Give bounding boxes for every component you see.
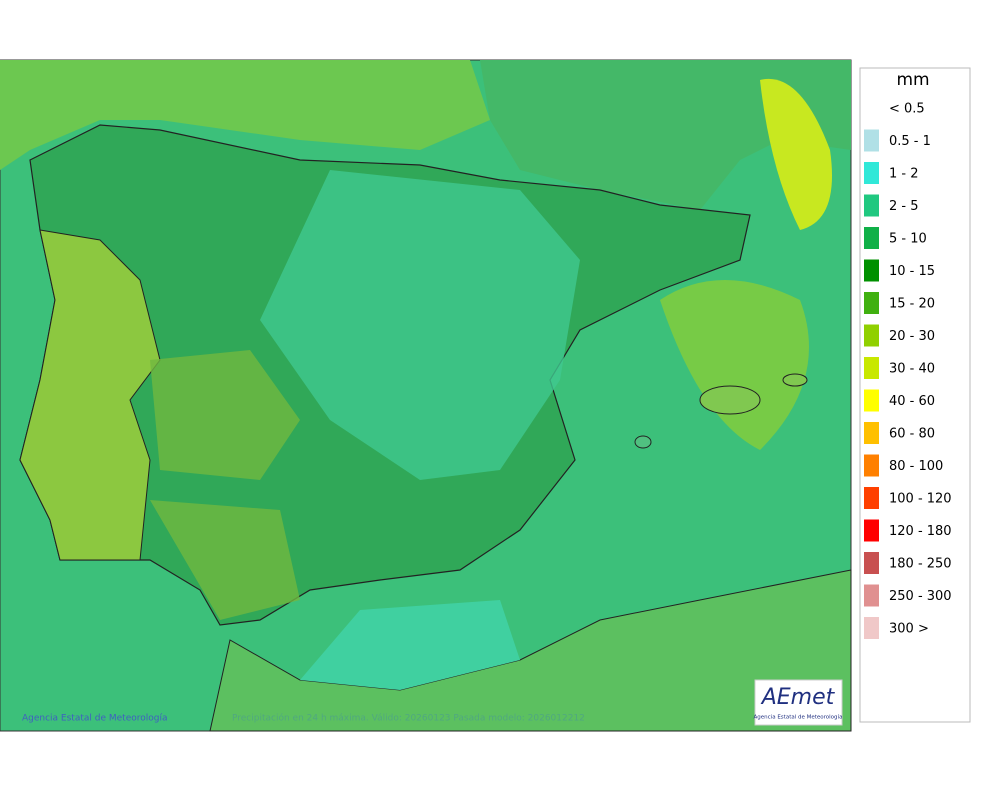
legend-label: 0.5 - 1	[889, 134, 931, 149]
legend-swatch	[864, 129, 879, 152]
africa	[209, 569, 852, 732]
wet-zone	[260, 170, 580, 480]
legend-swatch	[864, 357, 879, 379]
legend-label: 120 - 180	[889, 524, 952, 539]
france	[480, 60, 851, 210]
legend-swatch	[864, 584, 879, 607]
legend-label: 1 - 2	[889, 167, 919, 182]
copyright: Agencia Estatal de Meteorología	[22, 714, 168, 724]
north-sea-zone	[0, 60, 490, 170]
map: Agencia Estatal de Meteorología Precipit…	[0, 59, 852, 732]
legend-swatch	[864, 454, 879, 477]
legend-label: 10 - 15	[889, 264, 935, 279]
legend-label: 30 - 40	[889, 362, 935, 377]
legend-swatch	[864, 162, 879, 184]
legend-swatch	[864, 292, 879, 314]
legend-label: 15 - 20	[889, 297, 935, 312]
legend-label: 100 - 120	[889, 492, 952, 507]
legend-title: mm	[896, 70, 929, 90]
legend-swatch	[864, 227, 879, 249]
legend-label: 250 - 300	[889, 589, 952, 604]
legend: mm < 0.5 0.5 - 1 1 - 2 2 - 5 5 - 10 10 - 15 15…	[859, 67, 971, 723]
legend-label: 80 - 100	[889, 459, 943, 474]
legend-label: 5 - 10	[889, 232, 927, 247]
legend-label: 60 - 80	[889, 427, 935, 442]
legend-swatch	[864, 259, 879, 282]
legend-swatch	[864, 617, 879, 639]
rain-patch	[660, 280, 809, 450]
legend-label: < 0.5	[889, 102, 925, 117]
portugal	[19, 229, 161, 561]
legend-label: 300 >	[889, 622, 929, 637]
wet-zone	[150, 350, 300, 620]
mallorca	[699, 385, 761, 415]
legend-label: 2 - 5	[889, 199, 919, 214]
menorca	[782, 373, 808, 387]
sea-zone	[300, 600, 520, 690]
legend-swatch	[864, 552, 879, 574]
legend-swatch	[864, 324, 879, 347]
legend-label: 180 - 250	[889, 557, 952, 572]
legend-swatch	[864, 519, 879, 542]
legend-swatch	[864, 487, 879, 509]
legend-swatch	[864, 389, 879, 412]
ibiza	[634, 435, 652, 449]
legend-swatch	[864, 422, 879, 444]
legend-label: 40 - 60	[889, 394, 935, 409]
legend-swatch	[864, 194, 879, 217]
rain-patch	[760, 78, 832, 230]
legend-label: 20 - 30	[889, 329, 935, 344]
caption: Precipitación en 24 h máxima. Válido: 20…	[232, 713, 585, 724]
logo-box	[754, 679, 843, 726]
logo-subtitle: Agencia Estatal de Meteorología	[754, 714, 843, 721]
logo-name: AEmet	[760, 685, 836, 710]
